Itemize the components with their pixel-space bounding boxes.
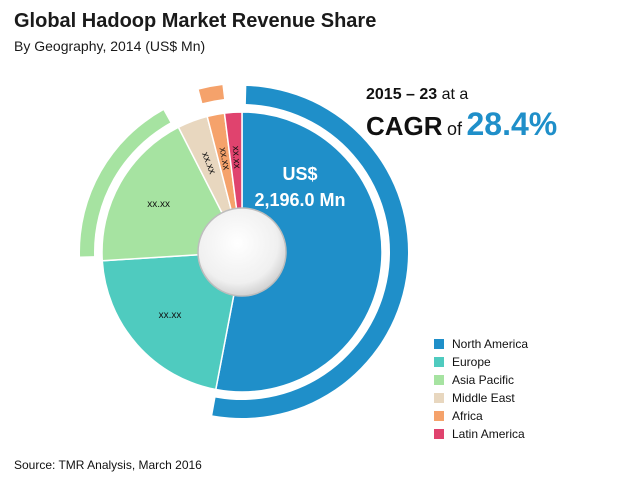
ring-asia-pacific — [80, 110, 171, 257]
legend-item-asia-pacific: Asia Pacific — [434, 371, 528, 389]
legend-label: Asia Pacific — [452, 373, 515, 387]
slice-label-latin-america: xx.xx — [230, 145, 242, 168]
outer-rings-group — [80, 85, 409, 418]
legend-swatch — [434, 429, 444, 439]
legend-item-europe: Europe — [434, 353, 528, 371]
source-note: Source: TMR Analysis, March 2016 — [14, 458, 202, 472]
legend-label: North America — [452, 337, 529, 351]
chart-subtitle: By Geography, 2014 (US$ Mn) — [14, 38, 206, 54]
legend-swatch — [434, 411, 444, 421]
cagr-value: 28.4% — [466, 106, 558, 142]
cagr-period: 2015 – 23 — [366, 86, 438, 103]
legend-label: Latin America — [452, 427, 525, 441]
legend-swatch — [434, 339, 444, 349]
legend-label: Europe — [452, 355, 491, 369]
legend-swatch — [434, 357, 444, 367]
legend-item-latin-america: Latin America — [434, 425, 528, 443]
legend-swatch — [434, 375, 444, 385]
legend-label: Africa — [452, 409, 483, 423]
chart-legend: North America Europe Asia Pacific Middle Ea… — [434, 335, 528, 443]
center-label-currency: US$ — [282, 164, 317, 184]
legend-swatch — [434, 393, 444, 403]
legend-item-north-america: North America — [434, 335, 528, 353]
cagr-of: of — [447, 119, 463, 139]
ring-africa — [198, 85, 225, 104]
legend-item-middle-east: Middle East — [434, 389, 528, 407]
donut-hole — [197, 207, 287, 297]
chart-title: Global Hadoop Market Revenue Share — [14, 10, 377, 32]
slice-north-america — [214, 111, 383, 393]
legend-item-africa: Africa — [434, 407, 528, 425]
center-label-value: 2,196.0 Mn — [254, 190, 345, 210]
cagr-period-line: 2015 – 23 at a — [366, 86, 468, 104]
cagr-value-line: CAGR of 28.4% — [366, 106, 557, 143]
slice-label-asia-pacific: xx.xx — [147, 199, 170, 210]
slice-europe — [101, 251, 243, 391]
cagr-word: CAGR — [366, 111, 443, 141]
slice-label-europe: xx.xx — [159, 310, 182, 321]
legend-label: Middle East — [452, 391, 515, 405]
slice-label-africa: xx.xx — [217, 146, 232, 170]
cagr-at-a: at a — [441, 86, 469, 103]
